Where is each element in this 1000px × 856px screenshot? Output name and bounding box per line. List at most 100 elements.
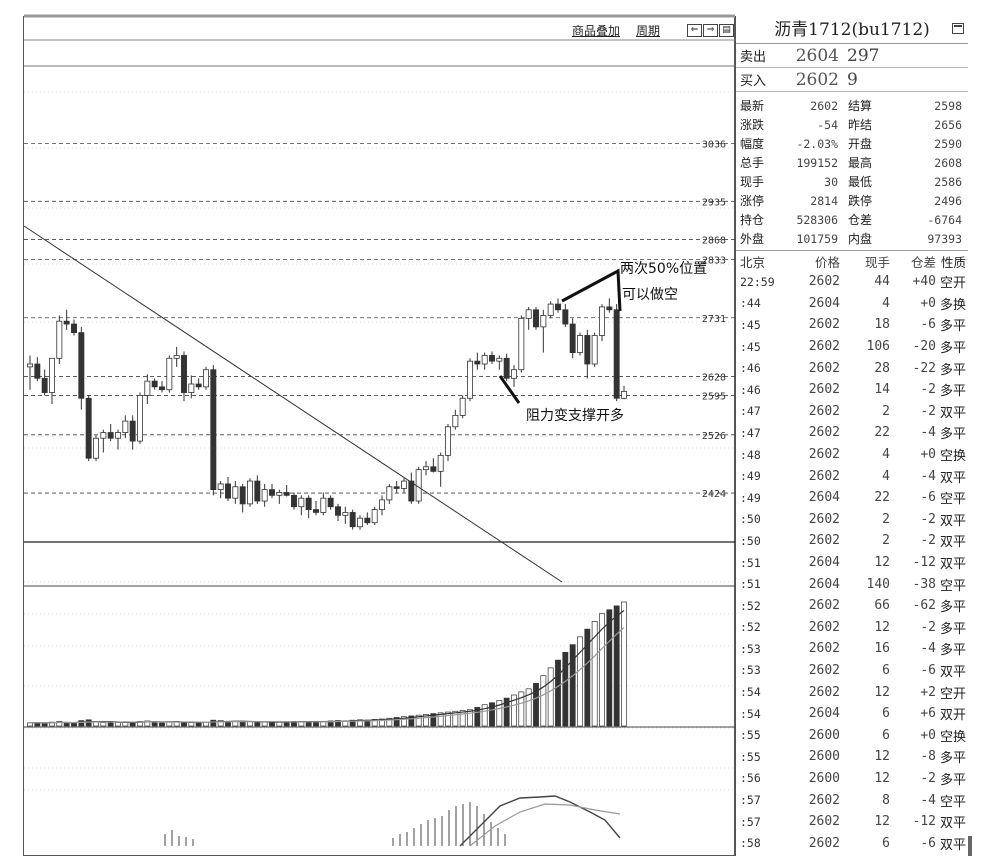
price-level-label: 2628: [702, 373, 726, 384]
price-level-label: 2935: [702, 197, 726, 208]
tick-row[interactable]: :49 2604 22 -6 空平: [736, 487, 968, 509]
candle-body: [71, 323, 77, 334]
candle-body: [577, 335, 583, 353]
stat-row: 涨停 2814 跌停 2496: [736, 191, 968, 210]
stat-label: 结算: [848, 99, 873, 113]
volume-bar: [423, 714, 429, 727]
maximize-icon[interactable]: [952, 23, 964, 34]
bid-volume: 9: [847, 69, 858, 90]
candle-body: [357, 517, 363, 528]
tick-row[interactable]: :55 2600 12 -8 多平: [736, 746, 968, 768]
tick-nature: 双平: [939, 470, 966, 486]
tick-volume: 4: [882, 468, 890, 484]
price-level-label: 2595: [702, 391, 726, 402]
tick-volume: 18: [874, 317, 890, 333]
tick-row[interactable]: :55 2600 6 +0 空换: [736, 724, 968, 746]
tick-row[interactable]: :53 2602 6 -6 双平: [736, 660, 968, 682]
tick-row[interactable]: :49 2602 4 -4 双平: [736, 465, 968, 487]
tick-row[interactable]: :54 2602 12 +2 空开: [736, 681, 968, 703]
tick-row[interactable]: :53 2602 16 -4 多平: [736, 638, 968, 660]
layout-icon[interactable]: ▤: [719, 23, 734, 37]
tick-volume: 22: [874, 490, 890, 506]
tick-row[interactable]: :48 2602 4 +0 空换: [736, 444, 968, 466]
tick-row[interactable]: :57 2602 8 -4 空平: [736, 789, 968, 811]
tick-row[interactable]: :52 2602 12 -2 多平: [736, 617, 968, 639]
tick-price: 2600: [808, 770, 840, 786]
volume-ma-line: [29, 627, 625, 724]
candle-body: [100, 432, 107, 439]
tick-row[interactable]: :51 2604 12 -12 双平: [736, 552, 968, 574]
stat-label: 跌停: [848, 194, 873, 208]
chart-area[interactable]: 3036 2935 2868 2833 2731 2628 2595 2526 2424 两次50…: [0, 0, 735, 856]
tick-oi-change: -2: [920, 511, 936, 527]
stat-row: 持仓 528306 仓差 -6764: [736, 210, 968, 229]
candle-body: [261, 489, 268, 502]
tick-oi-change: -38: [912, 576, 936, 592]
stat-value: 2586: [934, 174, 962, 189]
tick-time: :47: [740, 425, 761, 440]
candle-body: [129, 420, 136, 442]
tick-nature: 空开: [939, 276, 966, 292]
tick-row[interactable]: :50 2602 2 -2 双平: [736, 509, 968, 531]
tick-row[interactable]: :54 2604 6 +6 双开: [736, 703, 968, 725]
candle-body: [327, 497, 334, 508]
volume-bar: [386, 717, 393, 727]
stat-value: 2496: [934, 193, 962, 208]
candle-body: [540, 315, 547, 328]
candle-body: [210, 369, 217, 491]
ask-label: 卖出: [740, 50, 767, 65]
candle-body: [41, 377, 48, 393]
tick-nature: 双平: [939, 664, 966, 680]
tick-row[interactable]: :58 2602 6 -6 双平: [736, 832, 968, 854]
tick-row[interactable]: :46 2602 28 -22 多平: [736, 357, 968, 379]
tick-row[interactable]: :52 2602 66 -62 多平: [736, 595, 968, 617]
tick-volume: 28: [874, 360, 890, 376]
zoom-out-icon[interactable]: ⇒: [703, 23, 718, 37]
volume-bar: [525, 688, 532, 727]
tick-oi-change: -20: [912, 339, 936, 355]
candlestick-chart[interactable]: 3036 2935 2868 2833 2731 2628 2595 2526 2424 两次50…: [0, 0, 735, 856]
volume-bar: [481, 704, 488, 727]
tick-volume: 140: [866, 576, 890, 592]
stat-label: 最高: [848, 156, 873, 170]
tick-nature: 空换: [939, 449, 966, 465]
tick-volume: 4: [882, 447, 890, 463]
tick-nature: 多平: [939, 341, 966, 357]
tick-time: :51: [740, 577, 761, 592]
candle-body: [518, 317, 525, 371]
tick-row[interactable]: :56 2600 12 -2 多平: [736, 768, 968, 790]
ticks-list[interactable]: 22:59 2602 44 +40 空开:44 2604 4 +0 多换:45 2602 18 -6 多…: [736, 271, 968, 854]
volume-bar: [569, 644, 576, 727]
tick-row[interactable]: :44 2604 4 +0 多换: [736, 293, 968, 315]
tick-row[interactable]: :47 2602 22 -4 多平: [736, 422, 968, 444]
candle-body: [166, 357, 173, 391]
tick-volume: 12: [874, 814, 890, 830]
tick-price: 2602: [808, 468, 840, 484]
candle-body: [276, 492, 283, 496]
tick-row[interactable]: :47 2602 2 -2 双平: [736, 401, 968, 423]
tick-row[interactable]: :50 2602 2 -2 双平: [736, 530, 968, 552]
tick-price: 2602: [808, 598, 840, 614]
candle-body: [511, 369, 517, 379]
tick-row[interactable]: :51 2604 140 -38 空平: [736, 573, 968, 595]
tick-row[interactable]: :57 2602 12 -12 双平: [736, 811, 968, 833]
stat-row: 幅度 -2.03% 开盘 2590: [736, 134, 968, 153]
overlay-commodity-link[interactable]: 商品叠加: [571, 23, 620, 38]
tick-price: 2602: [808, 835, 840, 851]
tick-row[interactable]: :45 2602 106 -20 多平: [736, 336, 968, 358]
tick-scrollbar[interactable]: [968, 16, 1000, 856]
scroll-thumb[interactable]: [968, 836, 972, 856]
zoom-in-icon[interactable]: ⇐: [687, 23, 702, 37]
annotation-retrace-2: 可以做空: [622, 287, 678, 303]
tick-row[interactable]: 22:59 2602 44 +40 空开: [736, 271, 968, 293]
tick-nature: 双平: [939, 816, 966, 832]
candle-body: [467, 360, 473, 399]
volume-bar: [606, 609, 613, 727]
volume-bar: [562, 652, 569, 727]
tick-volume: 66: [874, 598, 890, 614]
period-link[interactable]: 周期: [635, 23, 660, 38]
tick-row[interactable]: :45 2602 18 -6 多平: [736, 314, 968, 336]
stat-value: 97393: [927, 231, 962, 246]
volume-bar: [518, 691, 525, 727]
tick-row[interactable]: :46 2602 14 -2 多平: [736, 379, 968, 401]
